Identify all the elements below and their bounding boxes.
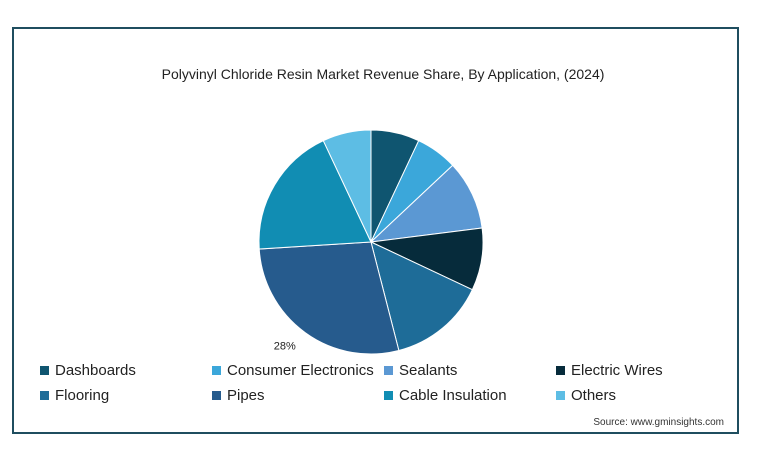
- legend-swatch: [556, 366, 565, 375]
- legend-swatch: [384, 391, 393, 400]
- legend-item-flooring: Flooring: [40, 387, 212, 404]
- legend-label: Others: [571, 387, 617, 404]
- legend-label: Electric Wires: [571, 362, 663, 379]
- legend-label: Dashboards: [55, 362, 136, 379]
- legend-label: Pipes: [227, 387, 265, 404]
- legend-label: Sealants: [399, 362, 458, 379]
- legend-swatch: [556, 391, 565, 400]
- legend-swatch: [212, 391, 221, 400]
- source-note: Source: www.gminsights.com: [593, 417, 724, 428]
- legend-item-sealants: Sealants: [384, 362, 556, 379]
- legend-label: Cable Insulation: [399, 387, 507, 404]
- legend-label: Flooring: [55, 387, 110, 404]
- pie-slice-pipes: [258, 241, 400, 355]
- legend-item-electric-wires: Electric Wires: [556, 362, 728, 379]
- legend-item-dashboards: Dashboards: [40, 362, 212, 379]
- legend-label: Consumer Electronics: [227, 362, 374, 379]
- legend-swatch: [384, 366, 393, 375]
- pie-slices: [258, 129, 484, 355]
- pie-slice-others: [322, 129, 372, 243]
- data-label-pipes: 28%: [274, 341, 296, 353]
- pie-labels: 28%: [274, 341, 296, 353]
- legend-swatch: [40, 366, 49, 375]
- legend-swatch: [212, 366, 221, 375]
- chart-legend: Dashboards Consumer Electronics Sealants El…: [40, 362, 730, 404]
- legend-swatch: [40, 391, 49, 400]
- legend-item-cable-insulation: Cable Insulation: [384, 387, 556, 404]
- legend-item-others: Others: [556, 387, 728, 404]
- legend-item-consumer-electronics: Consumer Electronics: [212, 362, 384, 379]
- legend-item-pipes: Pipes: [212, 387, 384, 404]
- chart-title: Polyvinyl Chloride Resin Market Revenue …: [161, 66, 605, 82]
- pie-slice-cable-insulation: [258, 139, 372, 250]
- pie-slice-flooring: [370, 241, 474, 352]
